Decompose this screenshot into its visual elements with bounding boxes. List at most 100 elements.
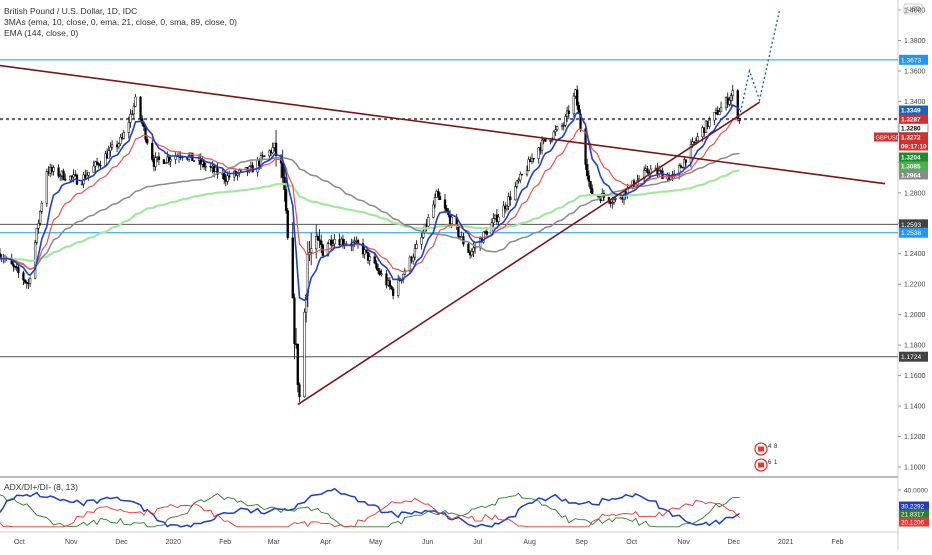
candle-body [614,198,617,200]
candle-body [162,159,166,164]
trendline-ascending[interactable] [297,101,760,406]
candle-body [718,111,721,115]
time-tick-label: Apr [320,539,332,546]
time-tick-label: Feb [831,539,843,546]
candle-body [691,141,694,145]
level-label-bg [899,227,928,238]
candle-body [366,251,370,261]
candle-body [562,124,565,127]
candle-body [129,114,132,123]
candle-body [263,155,266,157]
symbol-tag: GBPUSD [876,136,900,142]
candle-body [467,243,470,253]
candle-body [57,167,60,177]
candle-body [502,205,505,218]
candle-body [35,227,38,243]
time-tick-label: Dec [115,539,128,546]
candle-body [532,158,535,160]
candle-body [519,173,522,181]
time-tick-label: 2021 [778,539,794,546]
sma-89-line[interactable] [0,152,740,271]
candle-body [271,147,274,154]
candle-body [385,273,388,286]
ema-144-line[interactable] [0,169,740,262]
candle-body [296,343,299,385]
time-axis[interactable]: Oct Nov Dec 2020 Feb Mar Apr May Jun Jul Aug Sep Oct… [14,539,844,546]
candle-body [549,140,552,142]
adx-line-di[interactable] [0,497,740,528]
adx-title[interactable]: ADX/DI+/DI- (8, 13) [4,482,78,492]
candle-body [646,168,649,173]
candle-body [268,150,271,157]
price-label-bg [899,132,928,142]
price-label-bg [899,141,928,151]
candle-body [228,175,231,178]
candle-body [515,180,519,187]
candle-body [17,267,20,273]
price-pane[interactable] [0,9,898,406]
projection-path[interactable] [738,9,781,117]
ema-21-line[interactable] [0,118,740,273]
candle-body [110,144,114,148]
candle-body [485,231,488,235]
candle-body [391,288,395,296]
level-label-bg [899,219,928,230]
candle-body [380,273,383,275]
candle-body [587,175,591,182]
candle-body [492,218,495,224]
candle-body [736,90,739,119]
currency-label[interactable]: USD [907,6,921,13]
event-count-right: 8 [774,444,778,450]
price-tick-label: 1.1000 [904,465,926,472]
candle-body [397,278,400,296]
candle-body [413,248,417,258]
adx-line-adx[interactable] [0,487,740,528]
candle-body [0,253,2,259]
candle-body [520,173,524,176]
candle-body [167,156,171,162]
candle-body [316,236,320,240]
candle-body [320,240,323,246]
adx-legend: ADX/DI+/DI- (8, 13) [4,482,78,493]
candle-body [681,167,684,169]
candle-body [164,162,167,164]
candle-body [572,95,575,115]
candle-body [117,143,120,148]
price-tick-label: 1.1800 [904,343,926,350]
time-tick-label: Jun [422,539,433,546]
candle-body [284,189,288,211]
time-tick-label: Feb [219,539,231,546]
ema-10-line[interactable] [0,104,741,302]
candle-body [223,173,226,180]
candle-body [134,96,137,107]
price-label-bg [899,114,928,124]
adx-value-label: 21.8317 [901,512,925,519]
candle-body [679,165,683,168]
indicator-ema-label[interactable]: EMA (144, close, 0) [4,28,79,38]
time-tick-label: Aug [523,539,536,546]
candle-body [537,147,540,159]
candle-body [443,199,447,209]
candle-body [298,384,301,398]
candle-body [37,223,40,229]
event-count-top: 4 [768,444,772,450]
adx-line-di[interactable] [0,492,740,528]
candle-body [576,89,579,106]
symbol-tag-bg [874,132,898,142]
trendline-descending[interactable] [0,64,886,185]
adx-value-label: 20.1206 [901,520,925,527]
price-tick-label: 1.2000 [904,312,926,319]
candle-body [87,172,90,176]
candle-body [729,95,733,101]
indicator-3mas-label[interactable]: 3MAs (ema, 10, close, 0, ema, 21, close,… [4,17,237,27]
level-label-text: 1.1724 [901,354,922,361]
candle-body [52,167,55,172]
candle-body [310,248,313,253]
